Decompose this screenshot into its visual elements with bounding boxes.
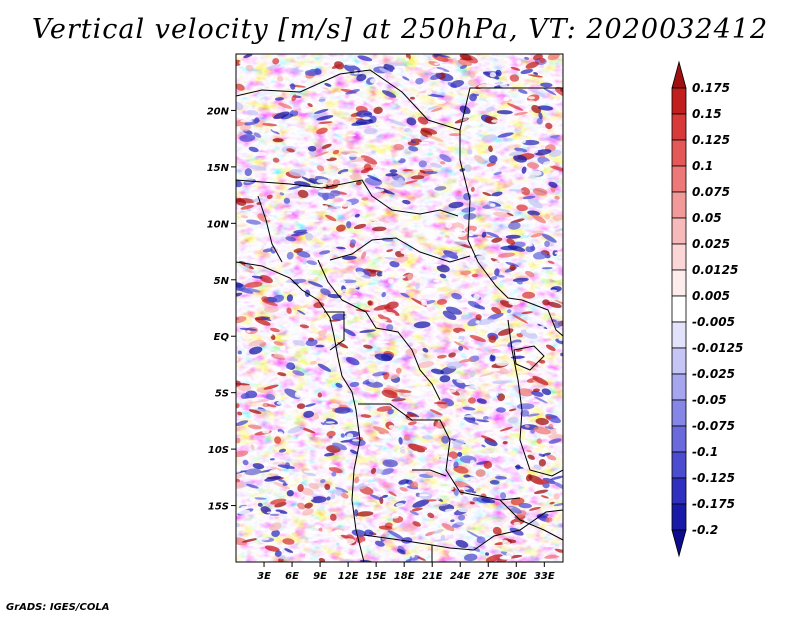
lat-tick-label: 5S [215, 389, 229, 400]
colorbar-label: 0.005 [692, 289, 730, 303]
colorbar-label: -0.075 [692, 419, 735, 433]
colorbar-segment [671, 529, 687, 558]
colorbar-segment [671, 399, 687, 427]
border-drc-south [358, 403, 521, 501]
colorbar-label: -0.125 [692, 471, 735, 485]
colorbar-segment [671, 425, 687, 453]
longitude-axis: 3E 6E 9E 12E 15E 18E 21E 24E 27E 30E 33E [257, 562, 555, 582]
colorbar-segment [671, 87, 687, 115]
colorbar-label: -0.0125 [692, 341, 743, 355]
lat-tick-label: 5N [214, 276, 230, 287]
border-cameroon [317, 259, 343, 301]
colorbar-segment [671, 191, 687, 219]
border-angola-zambia [412, 469, 447, 477]
lake-victoria [513, 345, 545, 371]
latitude-axis: 20N 15N 10N 5N EQ 5S 10S 15S [207, 106, 236, 513]
lon-tick-label: 21E [422, 571, 443, 582]
colorbar-segment [671, 243, 687, 271]
vertical-velocity-field [236, 54, 563, 562]
colorbar-segment [671, 269, 687, 297]
lon-tick-label: 30E [506, 571, 527, 582]
lon-tick-label: 3E [257, 571, 271, 582]
border-sahara-north [235, 69, 563, 131]
border-uganda-kenya [521, 299, 564, 337]
lon-tick-label: 6E [285, 571, 299, 582]
colorbar-label: -0.175 [692, 497, 735, 511]
colorbar-label: 0.075 [692, 185, 730, 199]
colorbar-label: -0.1 [692, 445, 718, 459]
colorbar-segment [671, 165, 687, 193]
coastline-west-africa [235, 261, 365, 563]
colorbar-segment [671, 321, 687, 349]
colorbar-label: -0.05 [692, 393, 727, 407]
map-frame [235, 53, 564, 563]
colorbar-label: 0.125 [692, 133, 730, 147]
lat-tick-label: 10N [207, 219, 230, 230]
grads-credit: GrADS: IGES/COLA [6, 602, 110, 613]
country-borders [235, 69, 564, 563]
lat-tick-label: 10S [208, 445, 229, 456]
lat-tick-label: 20N [207, 106, 230, 117]
border-congo [341, 299, 441, 401]
border-gabon [324, 311, 345, 351]
lon-tick-label: 12E [338, 571, 359, 582]
colorbar-segment [671, 113, 687, 141]
colorbar-label: 0.0125 [692, 263, 738, 277]
colorbar-label: 0.15 [692, 107, 722, 121]
colorbar: 0.175 0.15 0.125 0.1 0.075 0.05 0.025 0.0125 0.0… [671, 60, 743, 558]
colorbar-label: -0.025 [692, 367, 735, 381]
colorbar-label: 0.175 [692, 81, 730, 95]
lon-tick-label: 9E [313, 571, 327, 582]
colorbar-label: 0.05 [692, 211, 722, 225]
colorbar-label: 0.025 [692, 237, 730, 251]
colorbar-segment [671, 295, 687, 323]
border-southern [363, 509, 564, 551]
colorbar-label: -0.005 [692, 315, 735, 329]
colorbar-segment [671, 139, 687, 167]
border-chad-car [329, 237, 471, 263]
velocity-field-shading [236, 54, 563, 562]
border-nigeria [257, 195, 283, 263]
lon-tick-label: 33E [534, 571, 555, 582]
lon-tick-label: 27E [478, 571, 499, 582]
border-zimbabwe [499, 499, 564, 541]
border-sahel [235, 179, 459, 217]
colorbar-label: 0.1 [692, 159, 713, 173]
lat-tick-label: 15S [208, 502, 229, 513]
border-nile-east [459, 130, 523, 301]
colorbar-segment [671, 451, 687, 479]
map-title: Vertical velocity [m/s] at 250hPa, VT: 2… [31, 14, 769, 45]
lat-tick-label: 15N [207, 163, 230, 174]
lon-tick-label: 15E [366, 571, 387, 582]
colorbar-segment [671, 477, 687, 505]
border-east-lakes [507, 319, 564, 477]
colorbar-segment [671, 347, 687, 375]
lon-tick-label: 18E [394, 571, 415, 582]
lon-tick-label: 24E [450, 571, 471, 582]
colorbar-label: -0.2 [692, 523, 718, 537]
lat-tick-label: EQ [214, 332, 230, 343]
colorbar-segment [671, 60, 687, 89]
colorbar-segment [671, 217, 687, 245]
colorbar-segment [671, 503, 687, 531]
colorbar-segment [671, 373, 687, 401]
